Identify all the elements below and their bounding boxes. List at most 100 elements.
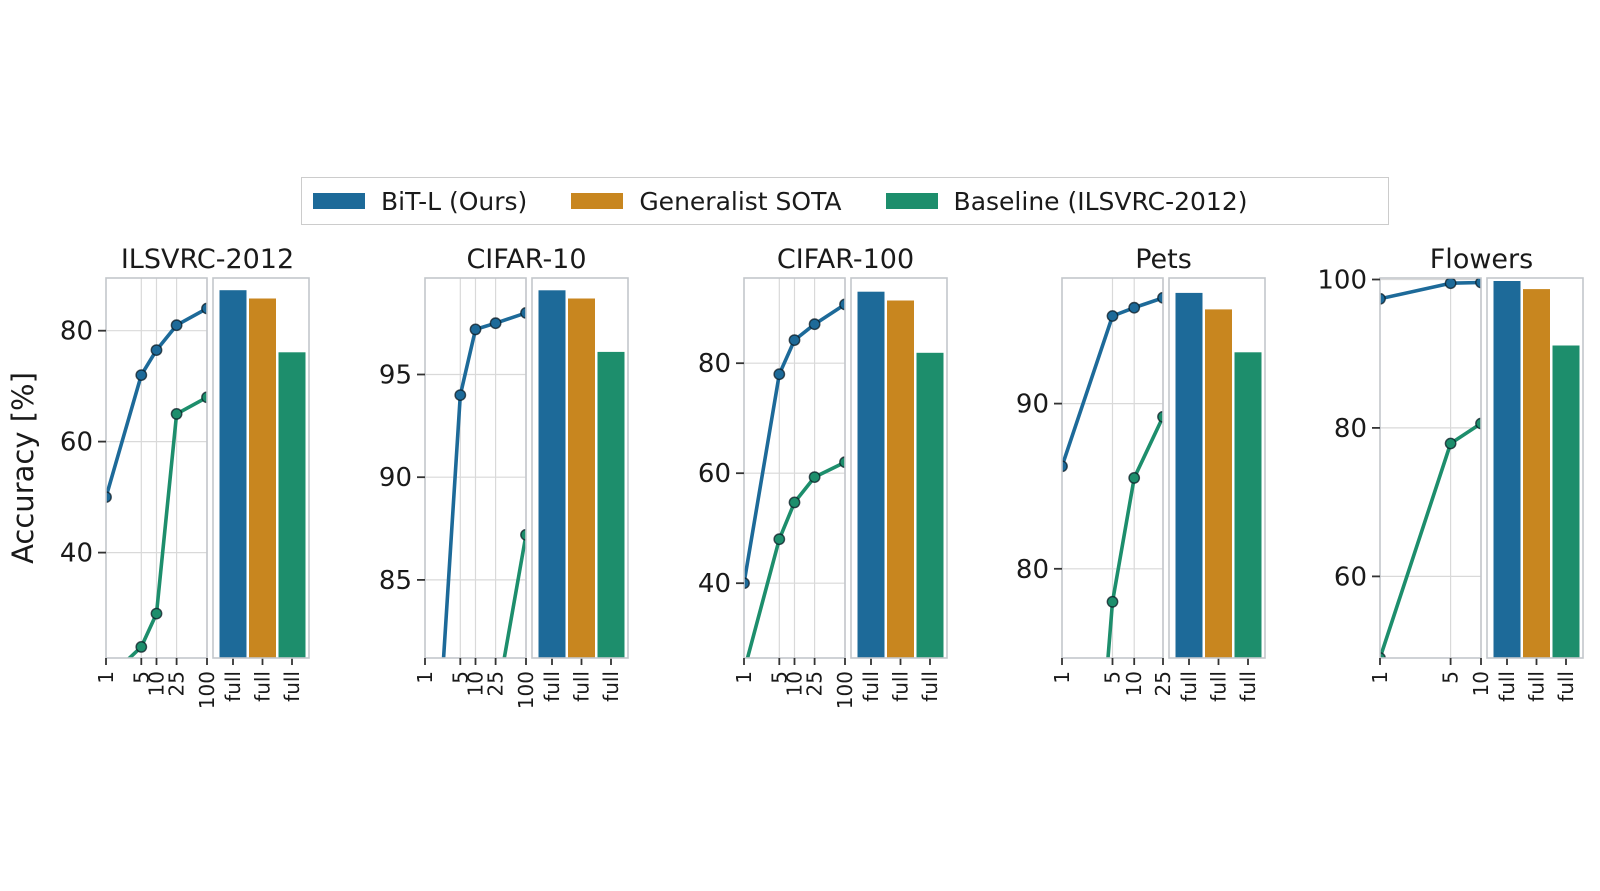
y-tick-label: 40 <box>60 539 93 569</box>
x-tick-label: 100 <box>833 671 857 709</box>
x-tick-label: 1 <box>1050 671 1074 684</box>
x-tick-label: 1 <box>732 671 756 684</box>
x-tick-label: 5 <box>767 671 791 684</box>
bar-tick-label: full <box>1177 671 1201 702</box>
y-tick-label: 90 <box>1016 390 1049 420</box>
data-point-marker <box>1128 301 1141 314</box>
bar-tick-label: full <box>1207 671 1231 702</box>
panel-title: CIFAR-10 <box>466 244 586 275</box>
data-point-marker <box>490 702 500 712</box>
bar-tick-label: full <box>918 671 942 702</box>
y-tick-label: 80 <box>60 317 93 347</box>
legend-item-sota: Generalist SOTA <box>571 186 842 216</box>
bar-tick-label: full <box>1236 671 1260 702</box>
bar-tick-label: full <box>1554 671 1578 702</box>
line-panel-border <box>1379 277 1482 659</box>
x-tick-label: 25 <box>484 671 508 696</box>
bar <box>538 290 566 658</box>
data-point-marker <box>1444 278 1457 290</box>
data-point-marker <box>454 389 467 401</box>
bar-panel-border <box>850 277 948 659</box>
x-tick-label: 100 <box>195 671 219 709</box>
x-tick-label: 10 <box>783 671 807 696</box>
data-point-marker <box>469 323 482 336</box>
baseline-color-swatch <box>885 193 938 209</box>
bar-panel-border <box>1168 277 1266 659</box>
bar <box>1205 309 1232 658</box>
data-point-marker <box>135 641 148 653</box>
data-point-marker <box>170 319 183 332</box>
x-tick-label: 10 <box>1122 671 1146 696</box>
x-tick-label: 1 <box>413 671 437 684</box>
legend-item-baseline: Baseline (ILSVRC-2012) <box>885 187 1248 216</box>
data-point-marker <box>1475 278 1481 289</box>
y-tick-label: 95 <box>379 361 412 391</box>
x-tick-label: 5 <box>1439 671 1463 684</box>
y-tick-label: 40 <box>698 569 731 599</box>
bar <box>1552 345 1580 658</box>
data-point-marker <box>1128 471 1141 484</box>
legend-item-bitl: BiT-L (Ours) <box>313 187 527 216</box>
bar-tick-label: full <box>570 671 594 702</box>
x-tick-label: 100 <box>514 671 538 709</box>
x-tick-label: 5 <box>1101 671 1125 684</box>
bar <box>568 298 595 658</box>
y-tick-label: 80 <box>1334 414 1367 444</box>
y-tick-label: 85 <box>379 566 412 596</box>
bar-tick-label: full <box>599 671 623 702</box>
bar-tick-label: full <box>1495 671 1519 702</box>
data-point-marker <box>1157 410 1163 423</box>
bar <box>1175 292 1203 658</box>
line-series <box>1062 296 1163 467</box>
x-tick-label: 10 <box>464 671 488 696</box>
bar-panel-border <box>1486 277 1584 659</box>
bar <box>916 352 944 658</box>
bar <box>249 298 276 658</box>
bar-tick-label: full <box>221 671 245 702</box>
x-tick-label: 25 <box>803 671 827 696</box>
x-tick-label: 5 <box>448 671 472 684</box>
line-series <box>1380 421 1481 658</box>
bar-tick-label: full <box>1525 671 1549 702</box>
x-tick-label: 10 <box>1469 671 1493 696</box>
y-tick-label: 60 <box>698 459 731 489</box>
bar <box>1234 352 1262 658</box>
data-point-marker <box>489 317 502 330</box>
data-point-marker <box>808 318 821 331</box>
data-point-marker <box>170 407 183 420</box>
bar <box>278 352 306 658</box>
data-point-marker <box>808 471 821 483</box>
panel-title: CIFAR-100 <box>777 244 914 275</box>
data-point-marker <box>1106 310 1119 322</box>
data-point-marker <box>788 496 801 509</box>
bar-tick-label: full <box>540 671 564 702</box>
data-point-marker <box>1444 437 1457 450</box>
data-point-marker <box>744 577 750 590</box>
y-tick-label: 80 <box>1016 555 1049 585</box>
line-series <box>1106 416 1163 658</box>
bar <box>597 351 625 658</box>
legend: BiT-L (Ours) Generalist SOTA Baseline (I… <box>301 177 1389 225</box>
x-tick-label: 1 <box>1368 671 1392 684</box>
bar-tick-label: full <box>859 671 883 702</box>
x-tick-label: 25 <box>165 671 189 696</box>
y-tick-label: 90 <box>379 463 412 493</box>
x-tick-label: 10 <box>145 671 169 696</box>
line-series <box>1380 280 1481 301</box>
legend-label-bitl: BiT-L (Ours) <box>381 186 528 216</box>
data-point-marker <box>201 391 207 404</box>
bar <box>887 300 914 658</box>
bar-panel-border <box>212 277 310 659</box>
x-tick-label: 25 <box>1151 671 1175 696</box>
data-point-marker <box>150 607 163 620</box>
panel-title: Pets <box>1135 244 1192 275</box>
line-series <box>502 534 526 658</box>
bitl-color-swatch <box>313 193 365 209</box>
legend-label-sota: Generalist SOTA <box>639 186 842 216</box>
bar-tick-label: full <box>889 671 913 702</box>
data-point-marker <box>135 369 148 381</box>
data-point-marker <box>773 368 786 381</box>
data-point-marker <box>150 344 163 356</box>
y-tick-label: 100 <box>1317 266 1367 296</box>
